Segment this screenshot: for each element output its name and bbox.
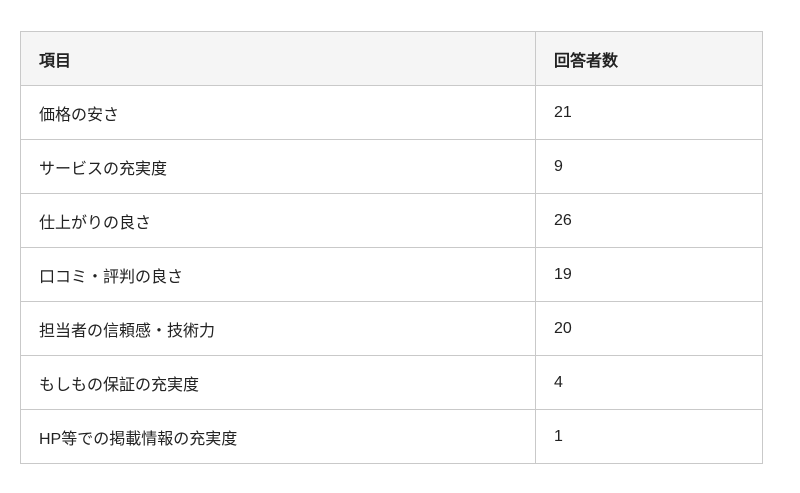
- item-cell: もしもの保証の充実度: [20, 355, 536, 410]
- column-header-item: 項目: [20, 31, 536, 86]
- table-header-row: 項目 回答者数: [20, 31, 763, 86]
- table-row: 担当者の信頼感・技術力 20: [20, 301, 763, 356]
- item-cell: サービスの充実度: [20, 139, 536, 194]
- item-cell: 担当者の信頼感・技術力: [20, 301, 536, 356]
- count-cell: 4: [535, 355, 763, 410]
- count-cell: 20: [535, 301, 763, 356]
- table-row: 口コミ・評判の良さ 19: [20, 247, 763, 302]
- table-row: 価格の安さ 21: [20, 85, 763, 140]
- count-cell: 21: [535, 85, 763, 140]
- table-row: 仕上がりの良さ 26: [20, 193, 763, 248]
- item-cell: 口コミ・評判の良さ: [20, 247, 536, 302]
- count-cell: 1: [535, 409, 763, 464]
- item-cell: HP等での掲載情報の充実度: [20, 409, 536, 464]
- item-cell: 仕上がりの良さ: [20, 193, 536, 248]
- table-row: もしもの保証の充実度 4: [20, 355, 763, 410]
- table-row: HP等での掲載情報の充実度 1: [20, 409, 763, 464]
- count-cell: 26: [535, 193, 763, 248]
- count-cell: 9: [535, 139, 763, 194]
- item-cell: 価格の安さ: [20, 85, 536, 140]
- survey-results-table: 項目 回答者数 価格の安さ 21 サービスの充実度 9 仕上がりの良さ 26 口…: [20, 31, 763, 464]
- table-row: サービスの充実度 9: [20, 139, 763, 194]
- column-header-respondent-count: 回答者数: [535, 31, 763, 86]
- count-cell: 19: [535, 247, 763, 302]
